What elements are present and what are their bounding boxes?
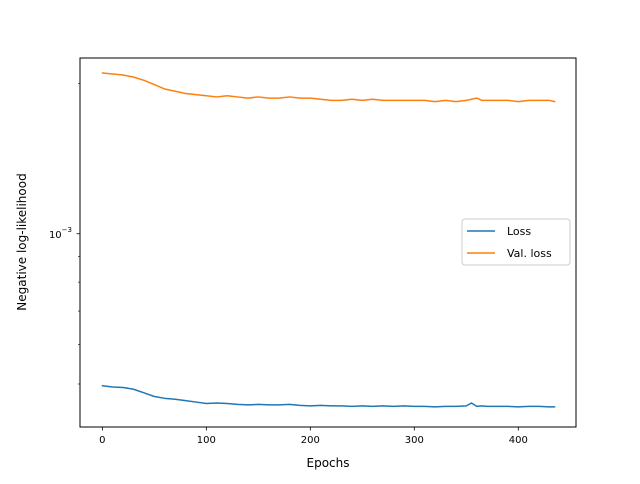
legend-label: Loss <box>507 225 531 238</box>
series-layer <box>101 72 556 408</box>
x-tick-label: 400 <box>509 435 528 446</box>
x-tick-label: 0 <box>99 435 105 446</box>
legend-entries: Loss Val. loss <box>467 225 552 260</box>
series-line-val-loss <box>101 72 556 103</box>
legend-label: Val. loss <box>507 247 552 260</box>
legend: Loss Val. loss <box>461 218 571 266</box>
x-axis-label: Epochs <box>307 456 350 470</box>
y-tick-label: 10−3 <box>49 226 72 241</box>
x-tick-label: 100 <box>197 435 216 446</box>
x-tick-label: 200 <box>301 435 320 446</box>
x-axis-ticks: 0 100 200 300 400 <box>99 427 528 446</box>
y-axis-label: Negative log-likelihood <box>15 173 29 310</box>
series-line-loss <box>101 384 556 408</box>
x-tick-label: 300 <box>405 435 424 446</box>
y-axis-ticks: 10−3 <box>49 83 80 385</box>
plot-frame <box>79 57 577 428</box>
